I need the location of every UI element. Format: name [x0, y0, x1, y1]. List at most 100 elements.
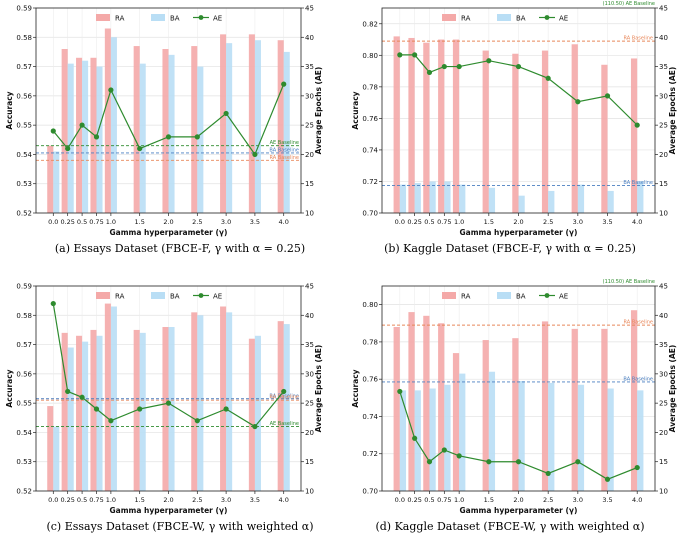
xtick-label: 0.25: [60, 218, 74, 226]
bar-ra: [47, 145, 54, 213]
ytick-label: 0.57: [16, 63, 32, 71]
legend-label-ra: RA: [115, 293, 125, 301]
bar-ba: [429, 388, 436, 491]
ae-point: [545, 470, 551, 477]
xtick-label: 1.5: [484, 218, 494, 226]
xtick-label: 3.0: [573, 218, 583, 226]
y-axis-label: Accuracy: [5, 369, 14, 407]
bar-ra: [191, 46, 198, 214]
ae-point: [79, 394, 85, 400]
bar-ba: [53, 151, 60, 213]
xtick-label: 0.5: [77, 496, 87, 504]
bar-ra: [482, 50, 489, 214]
baseline-label: RA Baseline: [624, 36, 653, 42]
xtick-label: 0.75: [437, 496, 451, 504]
bar-ba: [96, 335, 103, 491]
xtick-label: 2.0: [513, 496, 523, 504]
caption-b: (b) Kaggle Dataset (FBCE-F, γ with α = 0…: [384, 242, 636, 255]
legend-swatch-ba: [497, 292, 511, 299]
bar-ra: [104, 28, 111, 213]
baseline-label: BA Baseline: [623, 376, 653, 382]
ae-point: [426, 69, 433, 76]
legend-swatch-ba: [151, 14, 165, 21]
y2tick-label: 40: [659, 312, 668, 320]
bar-ra: [571, 44, 578, 214]
bar-ba: [637, 390, 644, 491]
ae-point: [165, 134, 172, 140]
bar-ra: [512, 338, 519, 491]
bar-ba: [226, 312, 233, 491]
bar-ba: [399, 184, 407, 213]
baseline-label: AE Baseline: [270, 140, 299, 146]
legend-label-ba: BA: [516, 293, 526, 301]
bar-ba: [96, 66, 103, 213]
y2tick-label: 30: [659, 92, 668, 100]
legend-label-ae: AE: [213, 15, 222, 23]
y2tick-label: 25: [659, 122, 668, 130]
bar-ra: [601, 64, 608, 214]
bar-ba: [82, 60, 89, 213]
ae-point: [93, 134, 100, 140]
y2tick-label: 20: [305, 151, 314, 159]
chart-panel-b: (110.50) AE Baseline RA Baseline BA Baseli…: [351, 1, 677, 237]
ae-point: [575, 99, 581, 105]
ytick-label: 0.54: [16, 429, 32, 437]
ytick-label: 0.59: [16, 5, 32, 13]
ae-point: [486, 459, 492, 465]
bar-ra: [277, 321, 284, 491]
xtick-label: 0.25: [407, 218, 421, 226]
bar-ba: [429, 181, 436, 213]
bar-ra: [61, 332, 68, 491]
bar-ra: [541, 321, 549, 491]
ytick-label: 0.59: [16, 283, 32, 291]
bar-ra: [393, 327, 400, 491]
legend-label-ra: RA: [461, 15, 471, 23]
bar-ra: [76, 335, 83, 491]
ytick-label: 0.74: [362, 413, 378, 421]
ae-point: [165, 400, 172, 406]
bar-ra: [47, 406, 54, 491]
ytick-label: 0.54: [16, 151, 32, 159]
bar-ra: [61, 49, 68, 213]
bar-ba: [254, 40, 261, 213]
xtick-label: 2.0: [163, 496, 173, 504]
y2tick-label: 15: [659, 458, 668, 466]
y2tick-label: 45: [659, 283, 668, 291]
ytick-label: 0.76: [362, 115, 378, 123]
ytick-label: 0.55: [16, 122, 32, 130]
ae-point: [93, 406, 100, 412]
bar-ra: [408, 37, 415, 213]
x-axis-label: Gamma hyperparameter (γ): [460, 228, 578, 237]
xtick-label: 0.0: [48, 218, 58, 226]
xtick-label: 0.75: [89, 218, 103, 226]
y2tick-label: 40: [305, 312, 314, 320]
bar-ra: [482, 340, 489, 491]
bar-ra: [220, 34, 227, 213]
legend-swatch-ra: [442, 14, 456, 21]
bar-ra: [438, 323, 445, 491]
bar-ra: [452, 39, 460, 214]
caption-c: (c) Essays Dataset (FBCE-W, γ with weigh…: [46, 520, 314, 533]
ytick-label: 0.78: [362, 83, 378, 91]
bar-ba: [577, 384, 585, 491]
y2tick-label: 30: [305, 92, 314, 100]
bar-ra: [393, 36, 400, 214]
bar-ra: [90, 329, 97, 491]
bar-ba: [518, 195, 525, 213]
bar-ra: [438, 39, 445, 214]
xtick-label: 1.0: [454, 218, 464, 226]
bar-ra: [133, 46, 140, 214]
bar-ra: [162, 327, 169, 491]
xtick-label: 1.5: [135, 496, 145, 504]
ae-point: [397, 388, 403, 395]
legend-label-ba: BA: [516, 15, 526, 23]
xtick-label: 0.5: [77, 218, 87, 226]
bar-ba: [139, 332, 146, 491]
y2tick-label: 45: [305, 5, 314, 13]
baseline-label--ae-baseline: (110.50) AE Baseline: [603, 1, 655, 7]
baseline-label: AE Baseline: [270, 421, 299, 427]
xtick-label: 0.25: [407, 496, 421, 504]
y2tick-label: 10: [659, 210, 668, 218]
